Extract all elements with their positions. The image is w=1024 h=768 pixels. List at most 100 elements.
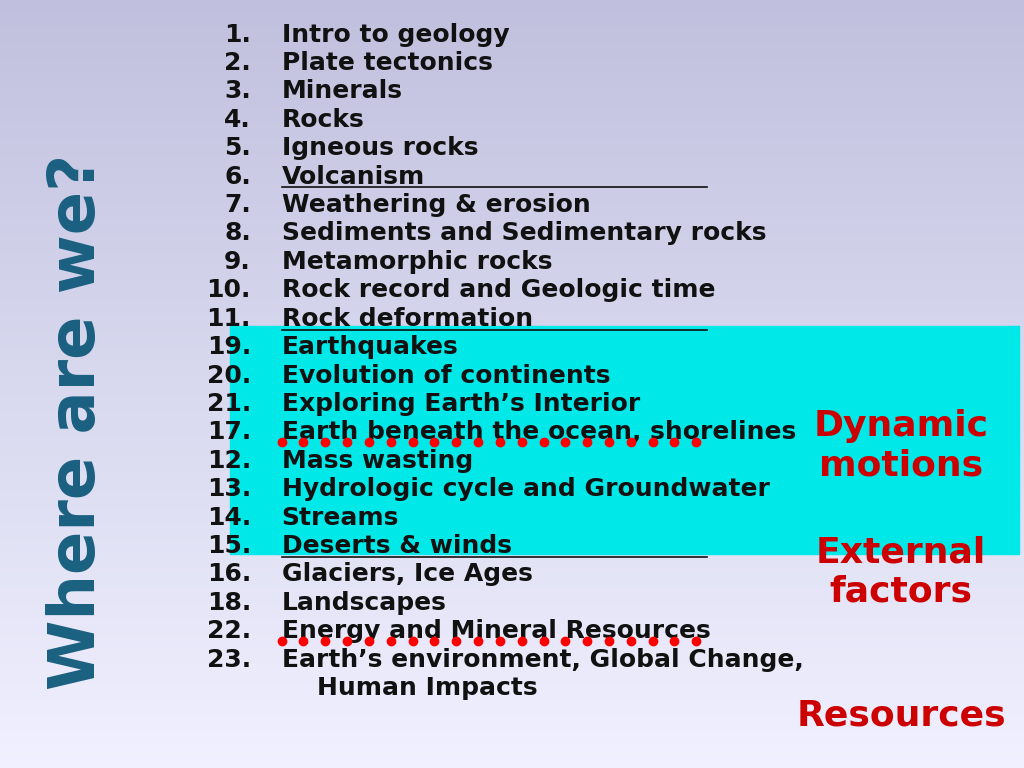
Bar [0,58,1024,61]
Bar [0,438,1024,442]
Bar [0,88,1024,92]
Bar [0,472,1024,476]
Bar [0,426,1024,430]
Bar [0,253,1024,257]
Bar [0,645,1024,649]
Bar [0,407,1024,411]
Text: Evolution of continents: Evolution of continents [282,363,610,388]
Bar [0,722,1024,726]
Bar [0,511,1024,515]
Bar [0,668,1024,672]
Text: 4.: 4. [224,108,251,132]
Bar [0,449,1024,453]
Bar [0,687,1024,691]
Text: Resources: Resources [797,699,1006,733]
Bar [0,599,1024,603]
Bar [0,303,1024,307]
Text: 23.: 23. [207,647,251,672]
Text: 13.: 13. [207,477,251,502]
Bar [0,146,1024,150]
Bar [0,150,1024,154]
Bar [0,399,1024,403]
Bar [0,173,1024,177]
Bar [0,653,1024,657]
Bar [0,38,1024,42]
Text: 5.: 5. [224,136,251,161]
Text: Intro to geology: Intro to geology [282,22,509,47]
Bar [0,749,1024,753]
Bar [0,330,1024,334]
Bar [0,346,1024,349]
Bar [0,580,1024,584]
Bar [0,707,1024,710]
Bar [0,369,1024,372]
Bar [0,8,1024,12]
Bar [0,461,1024,465]
Bar [0,65,1024,69]
Bar [0,211,1024,215]
Bar [0,269,1024,273]
Bar [0,372,1024,376]
Bar [0,169,1024,173]
Bar [0,760,1024,764]
Bar [0,753,1024,756]
Text: Rock record and Geologic time: Rock record and Geologic time [282,278,715,303]
Bar [0,23,1024,27]
Text: 15.: 15. [207,534,251,558]
Text: Landscapes: Landscapes [282,591,446,615]
Text: Earth beneath the ocean, shorelines: Earth beneath the ocean, shorelines [282,420,796,445]
Bar [0,591,1024,595]
Bar [0,81,1024,84]
Bar [0,445,1024,449]
Text: 3.: 3. [224,79,251,104]
Bar [0,323,1024,326]
Bar [0,380,1024,384]
Bar [0,703,1024,707]
Bar [0,607,1024,611]
Bar [0,453,1024,457]
Bar [0,634,1024,637]
Bar [0,714,1024,718]
Bar [0,480,1024,484]
Bar [0,273,1024,276]
Text: 10.: 10. [207,278,251,303]
Bar [0,442,1024,445]
Bar [0,553,1024,557]
Text: Igneous rocks: Igneous rocks [282,136,478,161]
Bar [0,595,1024,599]
Bar [0,507,1024,511]
Bar [0,522,1024,526]
Bar [0,12,1024,15]
Text: Weathering & erosion: Weathering & erosion [282,193,591,217]
Bar [0,526,1024,530]
Text: 22.: 22. [207,619,251,644]
Bar [0,726,1024,730]
Bar [0,630,1024,634]
Bar [0,35,1024,38]
Bar [0,307,1024,311]
Bar [0,123,1024,127]
Bar [0,499,1024,503]
Text: 11.: 11. [207,306,251,331]
Text: Hydrologic cycle and Groundwater: Hydrologic cycle and Groundwater [282,477,769,502]
Bar [0,603,1024,607]
Bar [0,584,1024,588]
Bar [0,641,1024,645]
Bar [0,576,1024,580]
Bar [0,4,1024,8]
Bar [0,384,1024,388]
Bar [0,672,1024,676]
Bar [0,61,1024,65]
Text: 19.: 19. [207,335,251,359]
Bar [0,19,1024,23]
Bar [0,392,1024,396]
Bar [0,334,1024,338]
Bar [0,192,1024,196]
Text: Human Impacts: Human Impacts [282,676,538,700]
Text: Minerals: Minerals [282,79,402,104]
Bar [0,177,1024,180]
Bar [0,276,1024,280]
Text: 8.: 8. [224,221,251,246]
Bar [0,165,1024,169]
Bar [0,230,1024,234]
